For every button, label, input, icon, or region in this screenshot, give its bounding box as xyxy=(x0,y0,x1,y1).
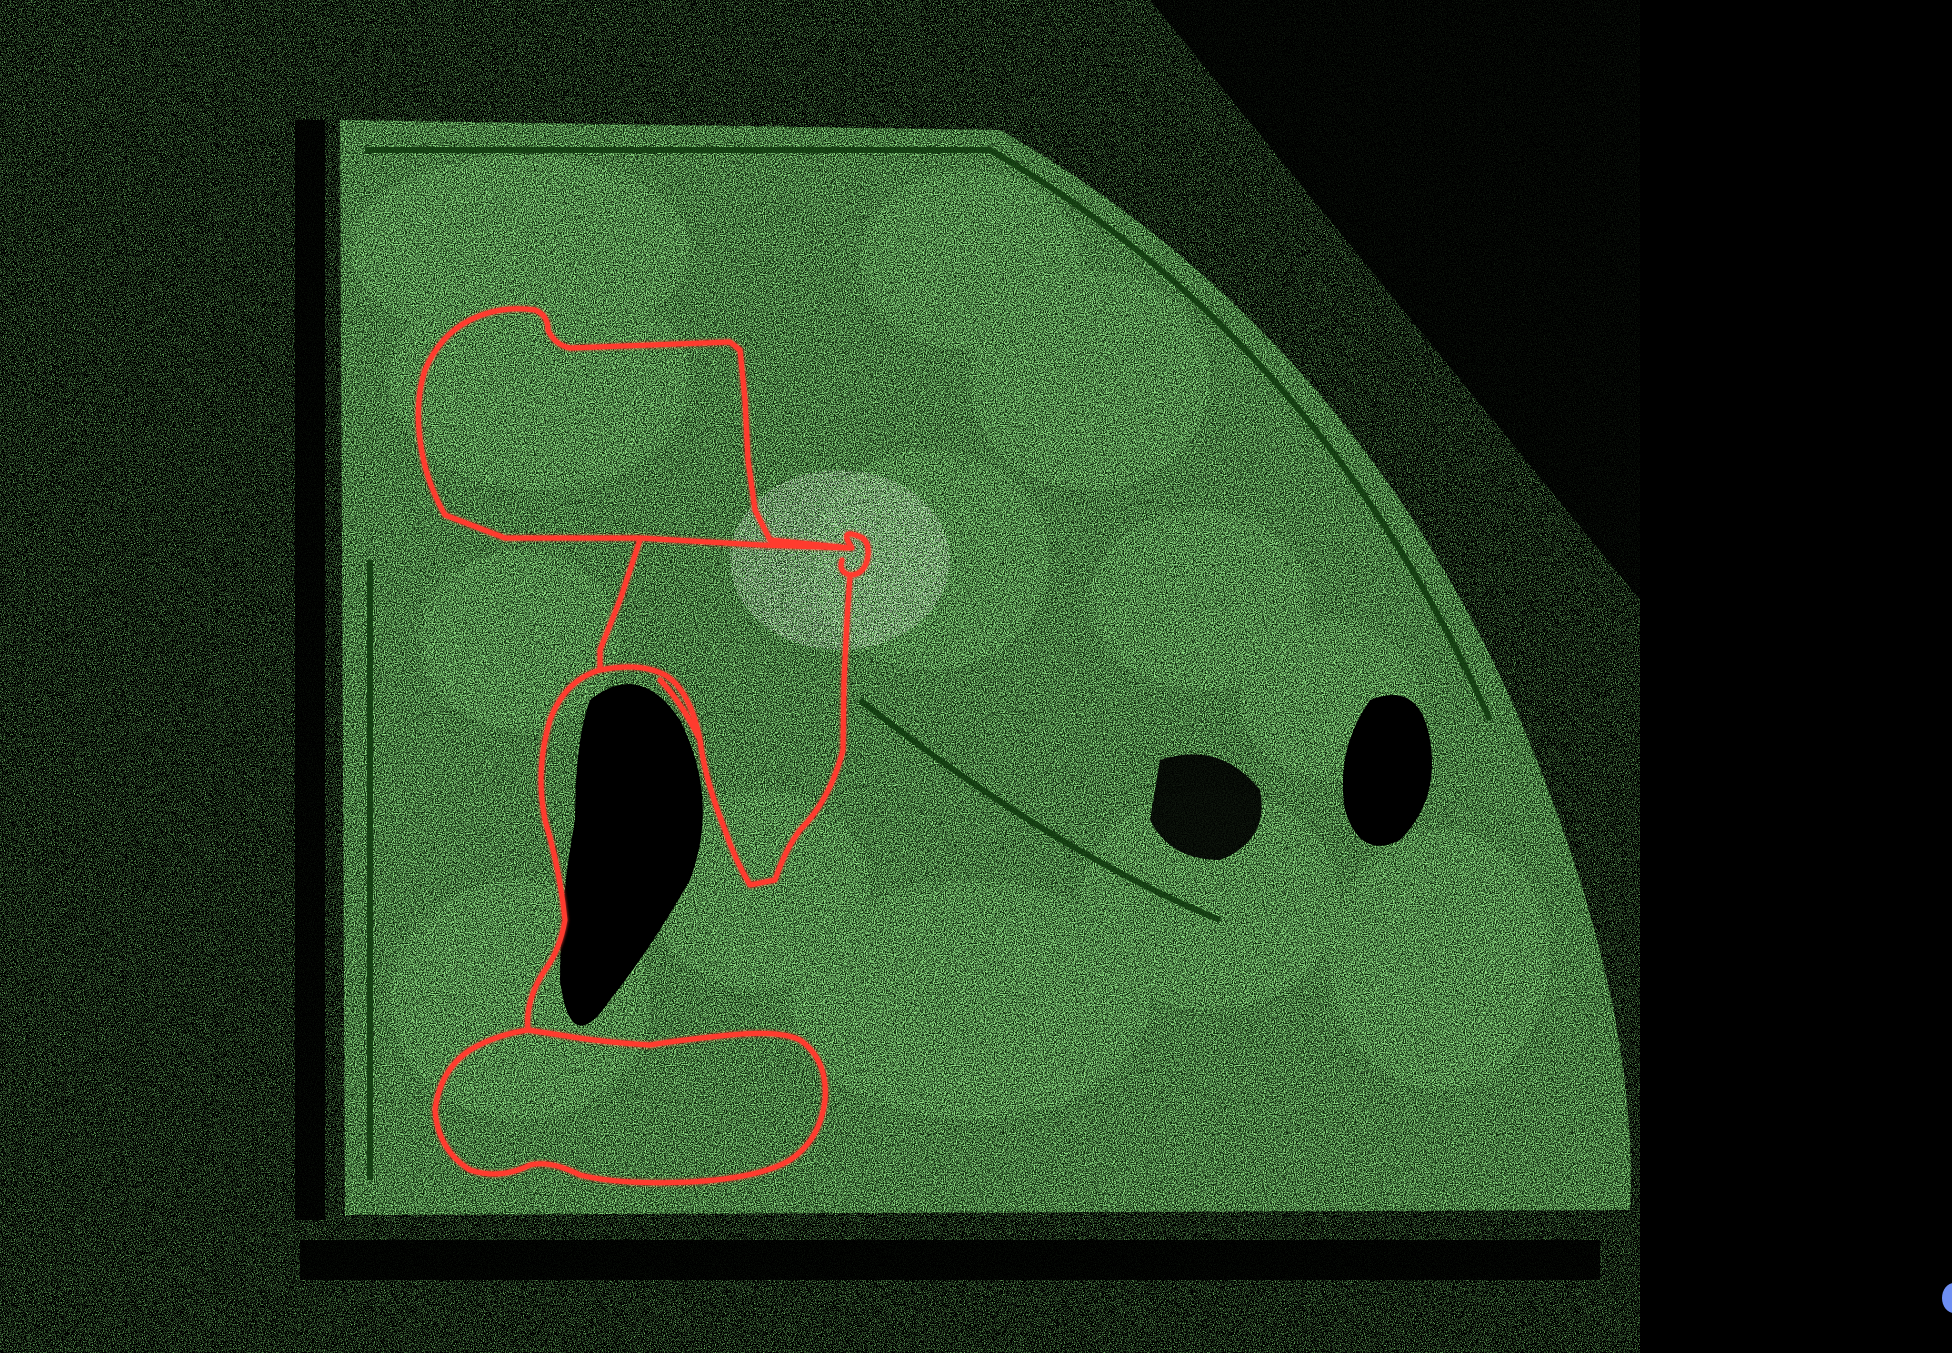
paths xyxy=(365,147,1493,1180)
empty-region-top-right xyxy=(1150,0,1640,600)
pond-mid xyxy=(1150,754,1262,860)
empty-region-right xyxy=(1640,0,1952,1353)
bottom-street-gap xyxy=(300,1240,1600,1280)
trajectory-middle-loop xyxy=(525,664,703,1033)
trajectory-lower-loop xyxy=(432,1027,828,1186)
pond-west xyxy=(560,684,703,1026)
trajectory-upper-loop xyxy=(415,306,853,551)
trajectory xyxy=(415,306,871,1186)
trajectory-branch xyxy=(597,537,643,673)
trajectory-center-loop xyxy=(838,531,871,578)
pond-east xyxy=(1342,695,1432,846)
left-street-gap xyxy=(295,120,325,1220)
map-marker-dot[interactable] xyxy=(1942,1283,1952,1313)
